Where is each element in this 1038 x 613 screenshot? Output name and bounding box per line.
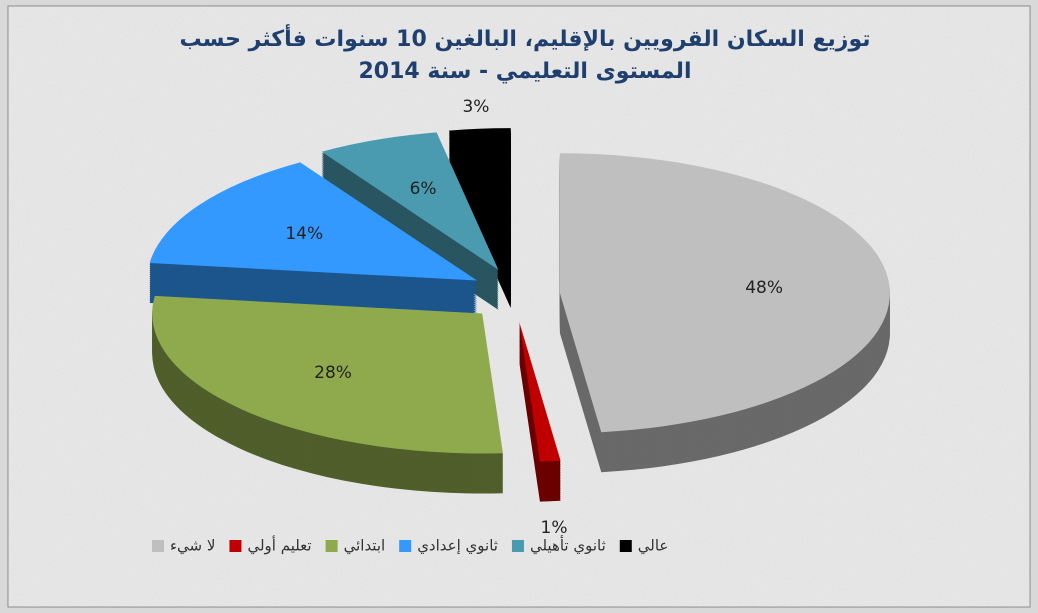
legend-label: تعليم أولي xyxy=(247,536,311,556)
data-label: 6% xyxy=(410,179,437,199)
slice xyxy=(149,162,478,321)
data-label: 14% xyxy=(285,224,323,244)
data-label: 1% xyxy=(541,518,568,538)
slice-top xyxy=(152,295,503,454)
slice-top xyxy=(519,321,561,462)
data-label: 48% xyxy=(745,278,783,298)
slice-top xyxy=(321,132,499,270)
slice-top xyxy=(448,128,511,269)
legend-label: لا شيء xyxy=(170,537,215,556)
legend-swatch xyxy=(511,540,524,552)
slice xyxy=(559,153,890,473)
legend-label: ثانوي تأهيلي xyxy=(530,535,606,556)
legend-swatch xyxy=(325,540,338,552)
data-label: 3% xyxy=(462,97,489,117)
slice-top xyxy=(559,153,890,433)
legend-swatch xyxy=(152,540,164,552)
legend-swatch xyxy=(619,540,632,552)
data-label: 28% xyxy=(314,363,352,383)
legend-label: ثانوي إعدادي xyxy=(417,537,498,556)
legend-label: ابتدائي xyxy=(344,537,386,556)
slice xyxy=(152,295,503,494)
legend-label: عالي xyxy=(638,537,669,556)
slice-top xyxy=(149,162,478,281)
slice xyxy=(519,321,561,502)
legend-swatch xyxy=(229,540,242,552)
chart-title: المستوى التعليمي - سنة 2014 xyxy=(358,59,691,84)
legend-swatch xyxy=(399,540,412,552)
chart-title: توزيع السكان القرويين بالإقليم، البالغين… xyxy=(179,23,870,52)
